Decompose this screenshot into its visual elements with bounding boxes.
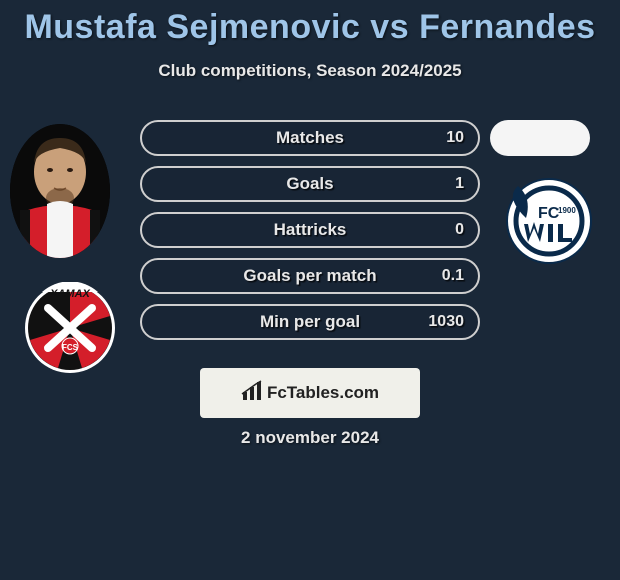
- stat-label: Goals: [286, 174, 333, 194]
- svg-text:XAMAX: XAMAX: [49, 288, 90, 300]
- club-badge-left: XAMAX FCS: [20, 282, 120, 374]
- stat-label: Matches: [276, 128, 344, 148]
- player-photo-left: [10, 124, 110, 258]
- stats-area: Matches 10 Goals 1 Hattricks 0 Goals per…: [140, 120, 480, 350]
- stat-row-goals: Goals 1: [140, 166, 480, 202]
- subtitle: Club competitions, Season 2024/2025: [0, 61, 620, 81]
- stat-value-right: 0: [455, 221, 464, 239]
- svg-text:1900: 1900: [558, 206, 576, 215]
- bar-chart-icon: [241, 380, 263, 407]
- stat-row-min-per-goal: Min per goal 1030: [140, 304, 480, 340]
- stat-row-hattricks: Hattricks 0: [140, 212, 480, 248]
- stat-label: Min per goal: [260, 312, 360, 332]
- page-title: Mustafa Sejmenovic vs Fernandes: [0, 0, 620, 47]
- svg-text:FC: FC: [538, 205, 560, 222]
- stat-value-right: 10: [446, 129, 464, 147]
- stat-value-right: 1: [455, 175, 464, 193]
- stat-row-matches: Matches 10: [140, 120, 480, 156]
- banner-text: FcTables.com: [267, 383, 379, 403]
- date-text: 2 november 2024: [0, 428, 620, 448]
- stat-row-goals-per-match: Goals per match 0.1: [140, 258, 480, 294]
- stat-value-right: 0.1: [442, 267, 464, 285]
- svg-text:FCS: FCS: [62, 343, 79, 352]
- stat-value-right: 1030: [428, 313, 464, 331]
- stat-label: Goals per match: [243, 266, 376, 286]
- stat-pill-matches-right: [490, 120, 590, 156]
- club-badge-right: FC 1900: [498, 178, 600, 264]
- fctables-banner: FcTables.com: [200, 368, 420, 418]
- stat-label: Hattricks: [274, 220, 347, 240]
